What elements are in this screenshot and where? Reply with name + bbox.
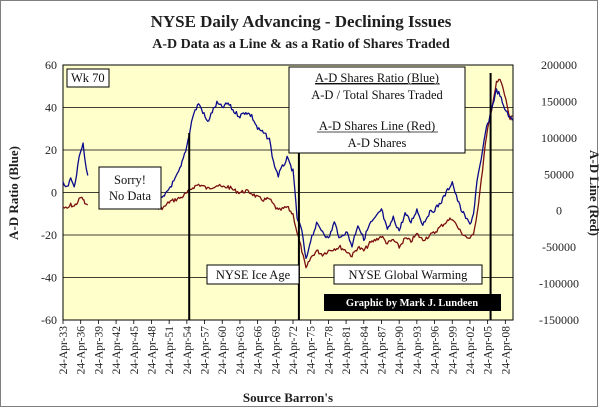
x-tick-label: 24-Apr-78	[323, 326, 335, 375]
x-tick-label: 24-Apr-84	[359, 326, 371, 375]
right-tick-label: 100000	[541, 131, 577, 145]
x-tick-label: 24-Apr-57	[200, 326, 212, 375]
credit-text: Graphic by Mark J. Lundeen	[346, 298, 478, 309]
left-tick-label: -20	[41, 228, 57, 242]
ad-line-series-seg-0	[62, 196, 89, 209]
x-axis-ticks: 24-Apr-33 24-Apr-36 24-Apr-39 24-Apr-42 24-A…	[58, 320, 512, 374]
ratio-series-line-seg-0	[62, 142, 89, 188]
x-tick-label: 24-Apr-08	[500, 326, 512, 375]
week-label: Wk 70	[66, 68, 110, 88]
x-tick-label: 24-Apr-39	[93, 326, 105, 375]
x-tick-label: 24-Apr-90	[394, 326, 406, 375]
x-tick-label: 24-Apr-02	[465, 326, 477, 375]
right-axis-title: A-D Line (Red)	[587, 150, 600, 236]
x-tick-label: 24-Apr-60	[217, 326, 229, 375]
chart-subtitle: A-D Data as a Line & as a Ratio of Share…	[152, 37, 450, 52]
left-tick-label: 0	[51, 186, 57, 200]
x-tick-label: 24-Apr-51	[164, 326, 176, 375]
x-tick-label: 24-Apr-45	[129, 326, 141, 375]
right-tick-label: 50000	[544, 167, 574, 181]
no-data-line-2: No Data	[109, 189, 151, 203]
no-data-line-1: Sorry!	[114, 173, 146, 187]
no-data-box: Sorry! No Data	[98, 166, 162, 210]
legend-box: A-D Shares Ratio (Blue) A-D / Total Shar…	[288, 66, 466, 154]
right-tick-label: -150000	[539, 313, 579, 327]
global-warming-label: NYSE Global Warming	[333, 264, 483, 285]
left-tick-label: 60	[45, 58, 57, 72]
left-tick-label: 40	[45, 101, 57, 115]
ad-line-series-seg-1	[146, 78, 513, 269]
x-tick-label: 24-Apr-75	[306, 326, 318, 375]
global-warming-text: NYSE Global Warming	[349, 268, 469, 282]
right-tick-label: 200000	[541, 58, 577, 72]
x-tick-label: 24-Apr-81	[341, 326, 353, 375]
legend-line-desc: A-D Shares	[348, 136, 407, 150]
chart-title: NYSE Daily Advancing - Declining Issues	[151, 12, 452, 31]
series-layer	[62, 78, 513, 269]
x-tick-label: 24-Apr-48	[146, 326, 158, 375]
x-tick-label: 24-Apr-99	[447, 326, 459, 375]
x-tick-label: 24-Apr-72	[288, 326, 300, 375]
ice-age-text: NYSE Ice Age	[216, 268, 291, 282]
left-axis-ticks: 60 40 20 0 -20 -40 -60	[41, 58, 57, 327]
legend-line-title: A-D Shares Line (Red)	[319, 119, 435, 133]
x-tick-label: 24-Apr-54	[182, 326, 194, 375]
right-tick-label: 0	[556, 204, 562, 218]
x-tick-label: 24-Apr-33	[58, 326, 70, 375]
right-tick-label: 150000	[541, 94, 577, 108]
ratio-series-line-seg-1	[146, 88, 513, 260]
left-tick-label: -60	[41, 313, 57, 327]
left-axis-title: A-D Ratio (Blue)	[6, 146, 21, 240]
ice-age-label: NYSE Ice Age	[206, 264, 300, 285]
x-tick-label: 24-Apr-42	[111, 326, 123, 375]
x-tick-label: 24-Apr-87	[376, 326, 388, 375]
x-tick-label: 24-Apr-63	[235, 326, 247, 375]
right-tick-label: -50000	[542, 240, 576, 254]
x-tick-label: 24-Apr-69	[270, 326, 282, 375]
credit-badge: Graphic by Mark J. Lundeen	[324, 294, 501, 311]
week-text: Wk 70	[71, 71, 105, 85]
x-tick-label: 24-Apr-96	[430, 326, 442, 375]
right-axis-ticks: 200000 150000 100000 50000 0 -50000 -100000 -15…	[539, 58, 579, 327]
x-tick-label: 24-Apr-36	[76, 326, 88, 375]
legend-ratio-title: A-D Shares Ratio (Blue)	[315, 71, 439, 85]
left-tick-label: 20	[45, 143, 57, 157]
x-tick-label: 24-Apr-05	[483, 326, 495, 375]
marker-lines	[188, 73, 492, 320]
x-tick-label: 24-Apr-66	[253, 326, 265, 375]
x-tick-label: 24-Apr-93	[412, 326, 424, 375]
legend-ratio-desc: A-D / Total Shares Traded	[311, 88, 443, 102]
x-axis-title: Source Barron's	[243, 390, 333, 405]
right-tick-label: -100000	[539, 277, 579, 291]
left-tick-label: -40	[41, 271, 57, 285]
